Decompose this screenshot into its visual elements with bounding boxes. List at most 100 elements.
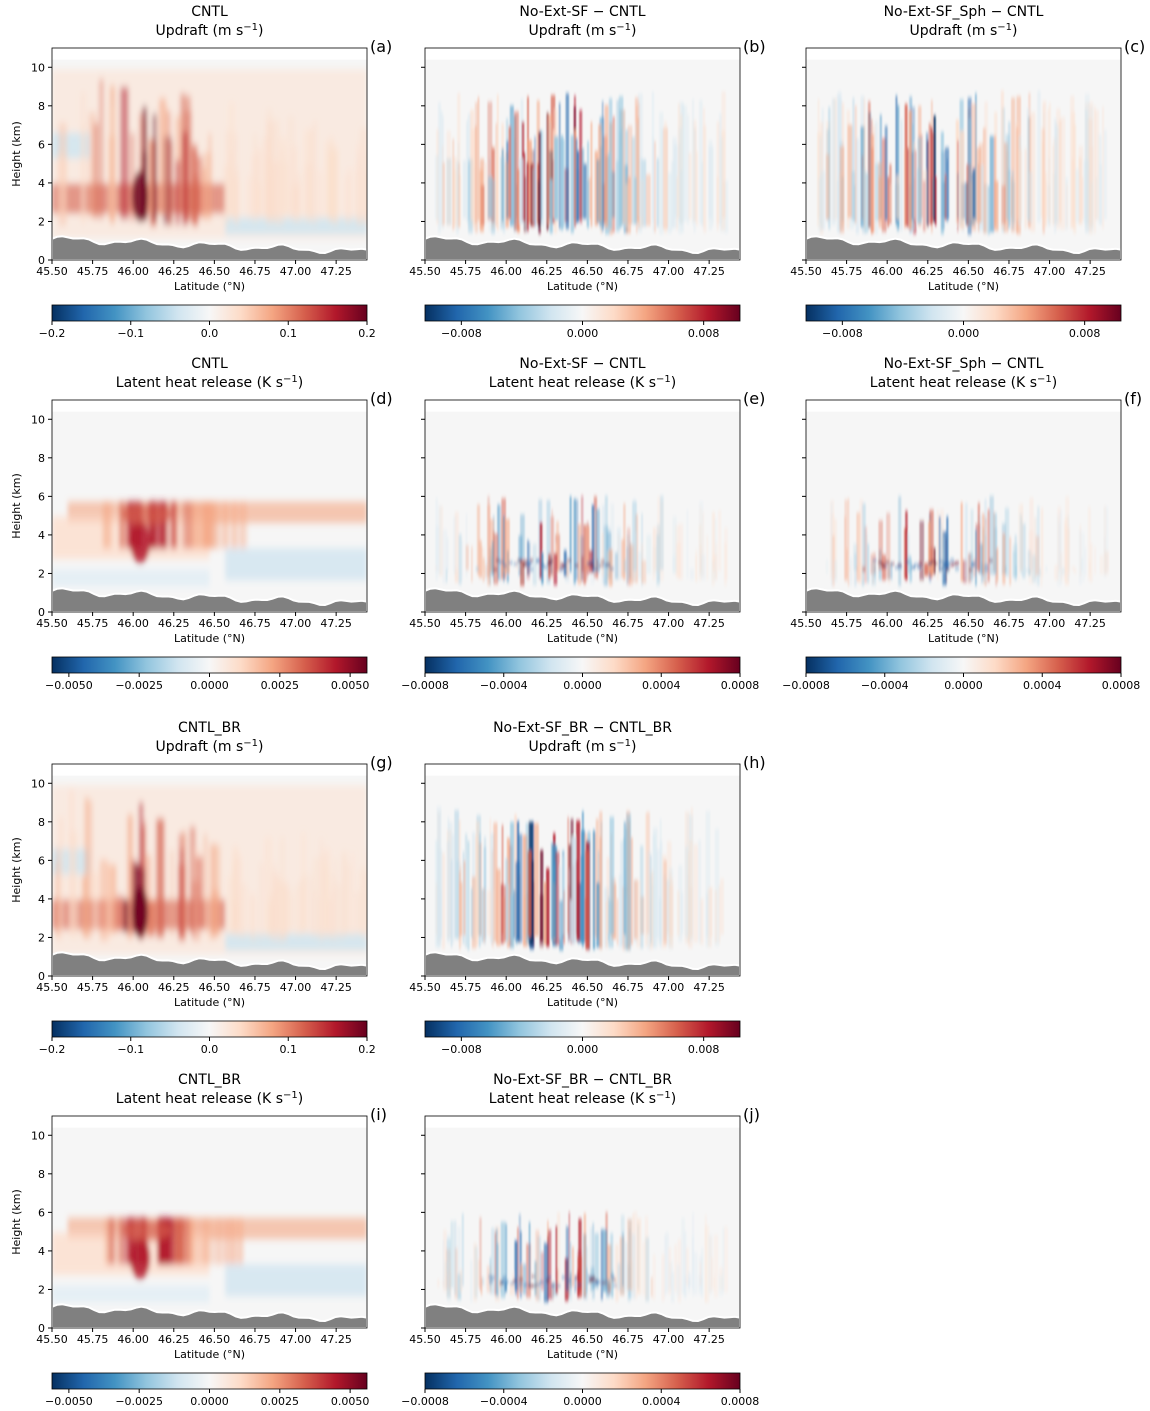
- field-stripe: [434, 840, 440, 948]
- field-stripe: [581, 811, 584, 947]
- field-stripe: [652, 138, 655, 232]
- field-stripe: [129, 859, 137, 934]
- field-speck: [590, 560, 595, 563]
- field-stripe: [487, 176, 493, 219]
- field-stripe: [239, 883, 248, 938]
- field-stripe: [698, 501, 704, 576]
- field-stripe: [898, 496, 902, 587]
- field-stripe: [273, 160, 283, 226]
- field-stripe: [590, 121, 593, 227]
- field-stripe: [1078, 530, 1082, 585]
- field-stripe: [104, 1217, 110, 1265]
- axes-frame: [424, 763, 741, 977]
- field-stripe: [630, 837, 633, 945]
- field-stripe: [863, 98, 866, 229]
- field-speck: [939, 560, 944, 563]
- field-stripe: [616, 99, 620, 231]
- subtitle-part: Updraft (m s: [528, 23, 616, 39]
- field-blue: [225, 548, 367, 581]
- colorbar-tick-label: 0.0000: [563, 1395, 602, 1408]
- field-stripe: [509, 1283, 515, 1296]
- field-speck: [525, 562, 530, 565]
- field-stripe: [1015, 565, 1017, 577]
- y-tick-label: 10: [31, 777, 45, 790]
- field-stripe: [1039, 568, 1042, 577]
- field: [52, 411, 367, 612]
- field-stripe: [202, 501, 210, 549]
- field-stripe: [994, 180, 999, 231]
- field-stripe: [454, 511, 459, 583]
- x-axis-label: Latitude (°N): [928, 280, 999, 293]
- field-stripe: [1011, 170, 1014, 230]
- field-stripe: [689, 568, 695, 580]
- field-stripe: [156, 818, 165, 938]
- field-stripe: [275, 880, 282, 932]
- field-stripe: [539, 894, 544, 948]
- x-tick-label: 45.50: [36, 617, 68, 630]
- field-stripe: [905, 510, 908, 581]
- field-stripe: [600, 123, 603, 233]
- field-stripe: [489, 818, 492, 940]
- x-tick-label: 45.75: [450, 265, 482, 278]
- axes-frame: [51, 763, 368, 977]
- y-tick-label: 0: [38, 254, 45, 267]
- field-stripe: [878, 176, 883, 228]
- subtitle-part: −1: [283, 374, 298, 385]
- subtitle-part: ): [298, 375, 303, 391]
- field-stripe: [631, 531, 637, 581]
- field-stripe: [446, 130, 451, 227]
- x-tick-label: 47.25: [693, 265, 725, 278]
- field-stripe: [610, 171, 615, 218]
- field-blur: [52, 1217, 367, 1303]
- field-stripe: [236, 855, 243, 936]
- field-stripe: [907, 147, 910, 228]
- x-tick-label: 46.50: [572, 1333, 604, 1346]
- field-stripe: [200, 167, 207, 219]
- x-tick-label: 46.75: [239, 981, 271, 994]
- field-stripe: [711, 146, 714, 225]
- field-speck: [593, 568, 598, 571]
- colorbar-tick-label: 0.008: [688, 1043, 720, 1056]
- x-tick-label: 47.25: [693, 1333, 725, 1346]
- field-speck: [547, 562, 552, 565]
- field-stripe: [283, 883, 288, 938]
- field-stripe: [909, 560, 913, 583]
- field-stripe: [158, 98, 167, 215]
- field-blur: [437, 1211, 728, 1303]
- field-stripe: [519, 1264, 523, 1292]
- x-tick-label: 46.75: [993, 617, 1025, 630]
- field-stripe: [556, 1212, 561, 1290]
- field-stripe: [1035, 535, 1040, 576]
- field-stripe: [631, 136, 636, 225]
- field-speck: [946, 568, 951, 571]
- field-stripe: [583, 1213, 587, 1298]
- field-speck: [612, 1278, 617, 1281]
- field-stripe: [1078, 146, 1084, 225]
- field-stripe: [695, 549, 698, 582]
- field-stripe: [287, 890, 295, 933]
- field-stripe: [312, 120, 318, 226]
- field-stripe: [867, 101, 871, 228]
- field-stripe: [664, 121, 668, 234]
- x-tick-label: 47.25: [320, 265, 352, 278]
- colorbar: [51, 656, 368, 674]
- field-stripe: [1088, 119, 1093, 235]
- field-speck: [561, 1276, 566, 1279]
- field-stripe: [1066, 184, 1068, 228]
- field-stripe: [634, 177, 637, 225]
- field-stripe: [981, 513, 986, 575]
- field: [806, 411, 1121, 612]
- field-stripe: [493, 822, 498, 942]
- field-stripe: [252, 134, 258, 223]
- field-stripe: [483, 888, 486, 943]
- field-stripe: [84, 797, 89, 939]
- field-stripe: [491, 1228, 495, 1295]
- field-speck: [535, 560, 540, 563]
- field-stripe: [581, 495, 584, 582]
- field-stripe: [442, 529, 448, 584]
- field-speck: [531, 1275, 536, 1278]
- x-tick-label: 46.25: [912, 265, 944, 278]
- terrain: [52, 1303, 367, 1328]
- subtitle-part: Updraft (m s: [155, 739, 243, 755]
- x-tick-label: 46.75: [612, 981, 644, 994]
